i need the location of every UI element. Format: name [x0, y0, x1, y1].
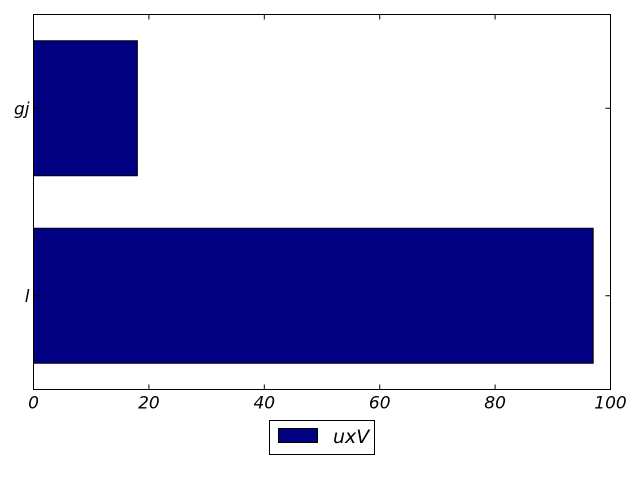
legend: uxV — [269, 420, 375, 455]
axis-ticks — [33, 14, 611, 390]
legend-swatch — [278, 428, 318, 443]
x-tick-label-0: 0 — [28, 394, 39, 414]
axis-tick-labels: l gj 0 20 40 60 80 100 — [14, 99, 627, 413]
x-tick-label-20: 20 — [138, 394, 160, 414]
legend-label: uxV — [333, 426, 371, 448]
plot-area-frame — [33, 14, 611, 390]
bars-layer — [33, 40, 594, 364]
x-tick-label-40: 40 — [253, 394, 275, 414]
y-tick-label-l: l — [25, 287, 30, 307]
x-tick-label-100: 100 — [594, 394, 626, 414]
x-tick-label-60: 60 — [369, 394, 391, 414]
bar-l — [33, 227, 594, 364]
y-tick-label-gj: gj — [14, 99, 30, 119]
x-tick-label-80: 80 — [484, 394, 506, 414]
bar-gj — [33, 40, 138, 177]
